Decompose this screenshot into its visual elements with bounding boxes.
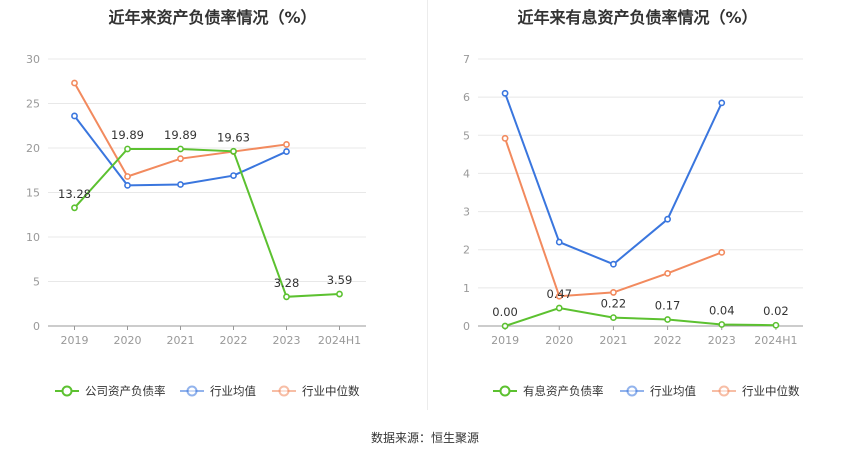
data-point [283,293,290,301]
y-tick-label: 5 [33,276,40,289]
data-point [71,79,78,87]
data-label: 19.89 [111,128,144,142]
data-point [71,204,78,212]
legend-marker [626,385,638,397]
x-tick-label: 2021 [167,334,195,347]
legend-label: 有息资产负债率 [523,384,604,398]
y-tick-label: 10 [26,231,40,244]
data-point [718,321,726,328]
y-tick-label: 15 [26,187,40,200]
data-point [664,316,671,323]
y-tick-label: 1 [463,282,470,295]
data-point [664,215,671,223]
data-point [177,145,184,153]
chart-title: 近年来资产负债率情况（%） [108,8,317,27]
y-tick-label: 4 [463,167,470,180]
data-label: 0.04 [709,303,735,317]
x-tick-label: 2020 [545,334,573,347]
data-point [501,322,509,330]
data-point [283,141,290,148]
chart-svg-interest-bearing-liability: 0 1 2 3 4 5 6 7 2019 2020 2021 2022 2023 2024H1 0.00 0.… [463,53,803,398]
x-tick-label: 2019 [491,334,519,347]
data-point [230,147,237,155]
data-point [610,314,617,322]
data-point [664,269,671,277]
legend-marker [278,385,290,397]
data-label: 13.28 [58,187,91,201]
chart-panel-asset-liability: 近年来资产负债率情况（%） 0 5 10 15 20 25 30 2019 2020 2021 20… [0,0,425,420]
data-point [336,290,343,298]
data-point [555,304,563,312]
y-tick-label: 3 [463,206,470,219]
legend-marker [718,385,730,397]
x-tick-label: 2023 [708,334,736,347]
data-point [230,172,237,179]
panel-divider [427,0,428,410]
data-point [124,145,131,153]
y-tick-label: 20 [26,142,40,155]
chart-svg-asset-liability: 0 5 10 15 20 25 30 2019 2020 2021 2022 2023 2024H1 13… [26,53,366,398]
data-point [555,292,563,300]
data-label: 0.17 [655,299,681,313]
y-tick-label: 25 [26,98,40,111]
data-point [501,134,509,142]
data-label: 0.47 [546,287,572,301]
series-line [504,92,723,266]
data-label: 19.63 [217,130,250,144]
y-tick-label: 6 [463,91,470,104]
data-point [772,321,780,329]
legend-marker [499,385,511,397]
y-tick-label: 0 [463,320,470,333]
series-line [73,147,340,298]
legend-marker [61,385,73,397]
chart-title: 近年来有息资产负债率情况（%） [517,8,758,27]
y-tick-label: 5 [463,129,470,142]
legend-marker [186,385,198,397]
data-label: 0.22 [601,297,627,311]
legend-label: 行业均值 [210,384,256,398]
x-tick-label: 2021 [599,334,627,347]
data-point [283,148,290,155]
data-point [610,289,617,296]
data-point [124,173,131,180]
legend-label: 行业中位数 [302,384,360,398]
data-label: 0.00 [492,305,518,319]
x-tick-label: 2022 [220,334,248,347]
x-tick-label: 2024H1 [318,334,361,347]
data-label: 19.89 [164,128,197,142]
y-tick-label: 7 [463,53,470,66]
x-tick-label: 2020 [114,334,142,347]
legend-label: 行业均值 [650,384,696,398]
legend-label: 行业中位数 [742,384,800,398]
x-tick-label: 2023 [273,334,301,347]
series-line [504,307,776,327]
data-point [124,181,131,189]
chart-panel-interest-bearing-liability: 近年来有息资产负债率情况（%） 0 1 2 3 4 5 6 7 2019 2020 2021 2022… [425,0,850,420]
y-tick-label: 30 [26,53,40,66]
data-label: 0.02 [763,304,789,318]
data-point [177,181,184,188]
x-tick-label: 2022 [654,334,682,347]
data-point [177,155,184,163]
data-point [610,260,617,268]
x-tick-label: 2024H1 [754,334,797,347]
data-label: 3.28 [274,276,300,290]
y-tick-label: 0 [33,320,40,333]
legend-label: 公司资产负债率 [85,384,166,398]
x-tick-label: 2019 [61,334,89,347]
data-point [555,238,563,246]
y-tick-label: 2 [463,244,470,257]
data-point [718,248,726,256]
data-source-note: 数据来源：恒生聚源 [370,431,479,445]
data-label: 3.59 [327,273,353,287]
data-point [718,99,726,107]
data-point [71,112,78,120]
series-line [504,138,723,298]
data-point [501,89,509,97]
